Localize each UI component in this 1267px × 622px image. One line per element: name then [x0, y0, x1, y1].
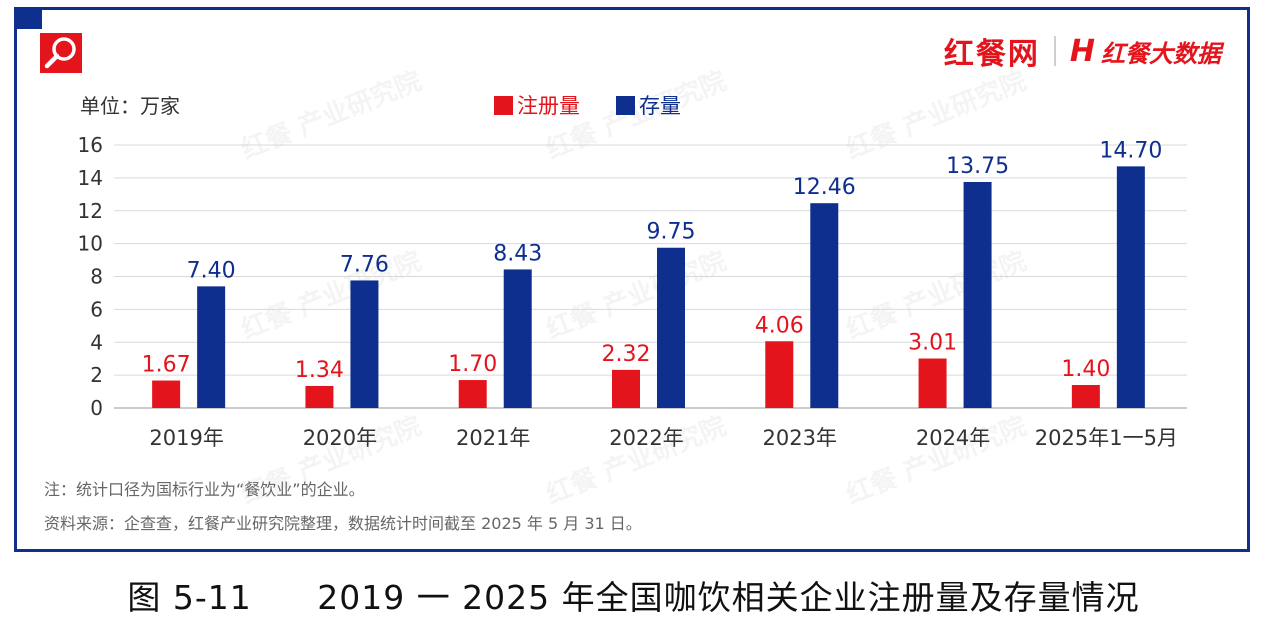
corner-block	[14, 7, 42, 29]
x-tick-label: 2023年	[763, 426, 837, 450]
legend-label-registered: 注册量	[517, 94, 580, 118]
chart-note: 注：统计口径为国标行业为“餐饮业”的企业。	[44, 480, 365, 499]
bar-stock	[963, 181, 992, 408]
legend-item-registered: 注册量	[494, 90, 580, 120]
data-label-stock: 13.75	[946, 154, 1009, 179]
logo-bigdata-text: 红餐大数据	[1101, 39, 1221, 68]
legend-item-stock: 存量	[616, 90, 681, 120]
data-label-stock: 12.46	[793, 175, 856, 200]
y-tick-label: 6	[90, 297, 103, 321]
logo-hongcan-net: 红餐网	[943, 37, 1040, 72]
y-tick-label: 10	[78, 232, 103, 256]
data-label-registered: 3.01	[908, 331, 957, 356]
bar-stock	[1116, 166, 1145, 408]
y-tick-label: 14	[78, 166, 103, 190]
figure-title: 2019 一 2025 年全国咖饮相关企业注册量及存量情况	[317, 578, 1140, 617]
data-label-registered: 1.34	[295, 358, 344, 383]
data-label-registered: 1.67	[142, 353, 191, 378]
y-tick-label: 16	[78, 133, 103, 157]
logo-h-icon: H	[1069, 33, 1095, 69]
y-tick-label: 0	[90, 396, 103, 420]
data-label-stock: 7.40	[187, 258, 236, 283]
bar-registered	[765, 341, 794, 408]
x-tick-label: 2021年	[456, 426, 530, 450]
x-tick-label: 2024年	[916, 426, 990, 450]
y-tick-label: 12	[78, 199, 103, 223]
data-label-registered: 1.40	[1061, 357, 1110, 382]
legend-swatch-stock	[616, 95, 635, 115]
data-label-stock: 8.43	[493, 241, 542, 266]
bar-registered	[458, 380, 487, 408]
data-label-stock: 14.70	[1099, 138, 1162, 163]
bar-registered	[612, 369, 640, 408]
y-tick-label: 4	[90, 330, 103, 354]
y-tick-label: 8	[90, 265, 103, 289]
logo-separator	[1053, 36, 1056, 66]
data-label-registered: 1.70	[448, 352, 497, 377]
bar-registered	[1071, 384, 1100, 408]
bar-registered	[152, 380, 181, 408]
brand-logo: 红餐网 H 红餐大数据	[943, 32, 1221, 73]
bar-stock	[350, 280, 379, 408]
x-tick-label: 2025年1一5月	[1035, 426, 1178, 450]
logo-hongcan-bigdata: H 红餐大数据	[1070, 34, 1221, 69]
legend-label-stock: 存量	[639, 94, 681, 118]
data-label-registered: 2.32	[602, 342, 651, 367]
unit-label: 单位：万家	[80, 94, 180, 118]
data-source: 资料来源：企查查，红餐产业研究院整理，数据统计时间截至 2025 年 5 月 3…	[44, 514, 642, 533]
figure-number: 图 5-11	[127, 578, 252, 617]
bar-stock	[503, 269, 532, 408]
bar-registered	[305, 385, 334, 408]
bar-chart: 0 2 4 6 8 10 12 14 16 1.67 7.40 2019年 1.34 7.76 2020年 1…	[78, 133, 1187, 450]
figure-caption: 图 5-11 2019 一 2025 年全国咖饮相关企业注册量及存量情况	[0, 571, 1267, 619]
legend: 注册量 存量	[494, 90, 681, 120]
data-label-stock: 7.76	[340, 252, 389, 277]
data-label-stock: 9.75	[647, 220, 696, 245]
x-tick-label: 2019年	[149, 426, 223, 450]
legend-swatch-registered	[494, 95, 513, 115]
bar-registered	[918, 358, 947, 408]
magnifier-icon	[40, 33, 82, 73]
data-label-registered: 4.06	[755, 313, 804, 338]
bar-stock	[657, 247, 685, 408]
bar-stock	[810, 203, 839, 408]
bar-stock	[197, 286, 226, 408]
x-tick-label: 2020年	[303, 426, 377, 450]
y-tick-label: 2	[90, 363, 103, 387]
x-tick-label: 2022年	[609, 426, 683, 450]
